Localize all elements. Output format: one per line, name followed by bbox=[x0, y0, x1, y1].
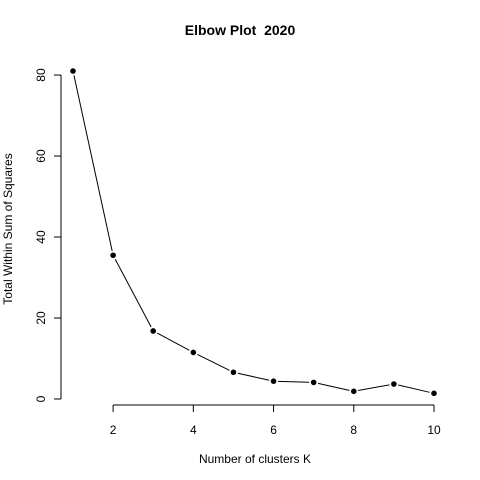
x-tick-label: 6 bbox=[270, 423, 277, 437]
series-segment bbox=[358, 384, 390, 391]
y-tick-label: 0 bbox=[34, 395, 48, 402]
series-segment bbox=[317, 382, 350, 391]
data-point bbox=[190, 349, 197, 356]
data-point bbox=[310, 379, 317, 386]
x-axis: 2 4 6 8 10 bbox=[110, 404, 441, 437]
series-segment bbox=[278, 380, 310, 383]
x-tick-label: 2 bbox=[110, 423, 117, 437]
y-tick-label: 20 bbox=[34, 311, 48, 325]
chart-title: Elbow Plot 2020 bbox=[184, 22, 296, 38]
y-axis: 0 20 40 60 80 bbox=[34, 68, 62, 402]
series-points bbox=[70, 68, 437, 397]
series-segment bbox=[114, 258, 152, 328]
data-point bbox=[270, 378, 277, 384]
x-axis-label: Number of clusters K bbox=[198, 452, 312, 466]
data-point bbox=[150, 328, 157, 334]
y-tick-label: 80 bbox=[34, 68, 48, 82]
data-point bbox=[391, 381, 397, 387]
x-tick-label: 10 bbox=[427, 423, 441, 437]
y-tick-label: 60 bbox=[34, 149, 48, 163]
x-tick-label: 8 bbox=[350, 423, 357, 437]
data-point bbox=[230, 369, 237, 376]
x-tick-label: 4 bbox=[190, 423, 197, 437]
series-segment bbox=[197, 353, 230, 371]
series-segment bbox=[237, 372, 270, 381]
series-segment bbox=[73, 75, 113, 251]
y-tick-label: 40 bbox=[34, 230, 48, 244]
data-point bbox=[350, 388, 357, 395]
data-point bbox=[431, 390, 437, 397]
series-segment bbox=[156, 332, 190, 351]
data-point bbox=[70, 68, 76, 74]
series-line bbox=[73, 75, 430, 393]
y-axis-label: Total Within Sum of Squares bbox=[1, 153, 15, 305]
data-point bbox=[110, 252, 116, 259]
series-segment bbox=[398, 384, 430, 393]
